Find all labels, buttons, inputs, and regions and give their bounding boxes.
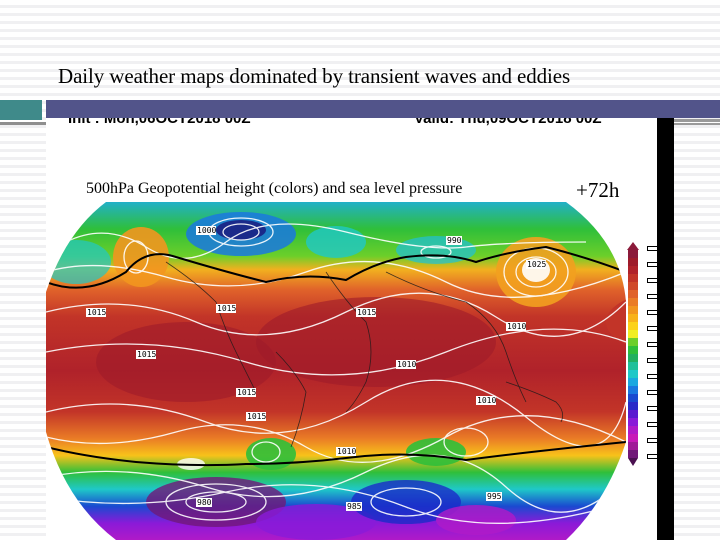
title-divider-bar [46,100,720,118]
right-black-bar [657,118,674,540]
svg-text:1000: 1000 [197,226,216,235]
weather-map-figure: Init : Mon,06OCT2018 00Z Valid: Thu,09OC… [46,100,657,540]
svg-text:1025: 1025 [527,260,546,269]
geopotential-height-map: 1015 1015 1015 1010 1015 1010 1015 1010 … [46,202,626,540]
svg-text:1015: 1015 [217,304,236,313]
map-caption: 500hPa Geopotential height (colors) and … [86,180,463,197]
slide-title: Daily weather maps dominated by transien… [58,64,571,88]
colorbar [627,242,639,466]
svg-text:1015: 1015 [237,388,256,397]
svg-text:1010: 1010 [337,447,356,456]
svg-text:1015: 1015 [357,308,376,317]
svg-text:1015: 1015 [137,350,156,359]
svg-text:995: 995 [487,492,502,501]
forecast-hour-label: +72h [576,178,620,202]
svg-text:980: 980 [197,498,212,507]
teal-accent-block [0,100,42,120]
svg-text:1010: 1010 [507,322,526,331]
svg-text:1010: 1010 [397,360,416,369]
divider-right-bottom [674,123,720,125]
divider-left [0,122,46,125]
divider-right-top [674,119,720,122]
svg-text:985: 985 [347,502,362,511]
svg-text:1010: 1010 [477,396,496,405]
svg-text:1015: 1015 [87,308,106,317]
colorbar-tick-labels [641,244,657,466]
svg-text:1015: 1015 [247,412,266,421]
svg-text:990: 990 [447,236,462,245]
